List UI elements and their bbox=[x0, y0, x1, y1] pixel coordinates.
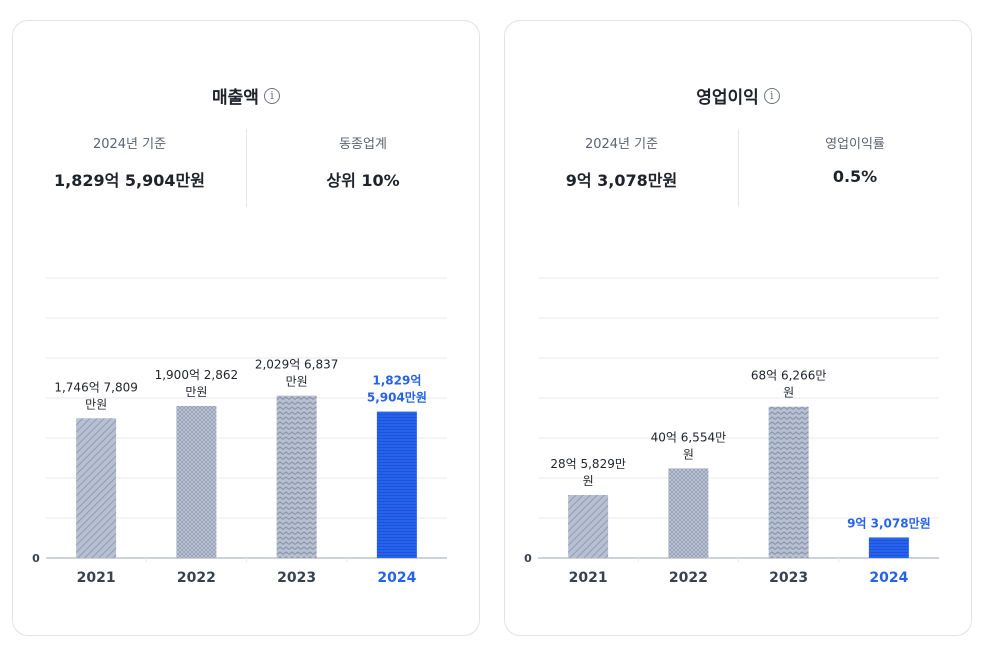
info-icon[interactable]: i bbox=[763, 87, 780, 104]
stat-value: 0.5% bbox=[832, 167, 878, 186]
profit-stat-base-year: 2024년 기준 9억 3,078만원 bbox=[505, 129, 738, 207]
bar-value-label: 원 bbox=[583, 474, 594, 488]
bar-2022[interactable] bbox=[668, 468, 709, 558]
bar-value-label: 9억 3,078만원 bbox=[847, 515, 931, 530]
bar-2021[interactable] bbox=[568, 494, 609, 558]
bar-value-label: 1,900억 2,862 bbox=[155, 368, 239, 382]
bar-value-label: 원 bbox=[783, 386, 794, 400]
revenue-stat-base-year: 2024년 기준 1,829억 5,904만원 bbox=[13, 129, 246, 207]
stat-value: 1,829억 5,904만원 bbox=[54, 171, 205, 190]
bar-value-label: 1,746억 7,809 bbox=[54, 380, 138, 394]
stat-value: 9억 3,078만원 bbox=[565, 171, 678, 190]
stat-label: 2024년 기준 bbox=[92, 137, 167, 152]
info-icon[interactable]: i bbox=[263, 87, 280, 104]
bar-value-label: 28억 5,829만 bbox=[550, 457, 626, 471]
x-tick-label: 2024 bbox=[377, 570, 416, 586]
revenue-bar-chart: 0 1,746억 7,809 만원 2021 1,900억 2,862 만원 2022 2,0… bbox=[32, 277, 447, 586]
x-tick-label: 2022 bbox=[177, 570, 216, 586]
x-tick-label: 2022 bbox=[669, 570, 708, 586]
stat-value: 상위 10% bbox=[326, 171, 400, 190]
bar-value-label: 만원 bbox=[185, 385, 207, 399]
x-tick-label: 2023 bbox=[769, 570, 808, 586]
bar-2024[interactable] bbox=[376, 411, 417, 558]
revenue-title: 매출액 i bbox=[13, 83, 479, 108]
y-zero-label: 0 bbox=[524, 552, 532, 565]
profit-stat-margin: 영업이익률 0.5% bbox=[738, 129, 971, 207]
bar-value-label: 1,829억 bbox=[372, 374, 421, 388]
x-tick-label: 2023 bbox=[277, 570, 316, 586]
bar-value-label: 원 bbox=[683, 447, 694, 461]
x-tick-label: 2021 bbox=[77, 570, 116, 586]
bar-2023[interactable] bbox=[768, 406, 809, 558]
bar-2022[interactable] bbox=[176, 405, 217, 558]
bar-value-label: 만원 bbox=[85, 397, 107, 411]
x-tick-label: 2021 bbox=[569, 570, 608, 586]
x-tick-label: 2024 bbox=[869, 570, 908, 586]
operating-profit-card: 영업이익 i 2024년 기준 9억 3,078만원 영업이익률 0.5% 0 2… bbox=[504, 20, 972, 636]
stat-label: 동종업계 bbox=[339, 137, 387, 152]
gridlines bbox=[538, 277, 939, 519]
revenue-card: 매출액 i 2024년 기준 1,829억 5,904만원 동종업계 상위 10… bbox=[12, 20, 480, 636]
operating-profit-title: 영업이익 i bbox=[505, 83, 971, 108]
y-zero-label: 0 bbox=[32, 552, 40, 565]
bar-value-label: 2,029억 6,837 bbox=[255, 358, 339, 372]
stat-label: 2024년 기준 bbox=[584, 137, 659, 152]
stat-label: 영업이익률 bbox=[825, 137, 885, 152]
bar-2024[interactable] bbox=[868, 537, 909, 558]
bar-2021[interactable] bbox=[76, 418, 117, 558]
bar-value-label: 만원 bbox=[286, 375, 308, 389]
bar-2023[interactable] bbox=[276, 395, 317, 558]
bar-value-label: 68억 6,266만 bbox=[751, 369, 827, 383]
revenue-title-text: 매출액 bbox=[212, 88, 259, 108]
revenue-stats: 2024년 기준 1,829억 5,904만원 동종업계 상위 10% bbox=[13, 129, 479, 207]
operating-profit-title-text: 영업이익 bbox=[696, 88, 759, 108]
bar-value-label: 40억 6,554만 bbox=[651, 430, 727, 444]
operating-profit-stats: 2024년 기준 9억 3,078만원 영업이익률 0.5% bbox=[505, 129, 971, 207]
revenue-stat-industry: 동종업계 상위 10% bbox=[246, 129, 479, 207]
bar-value-label: 5,904만원 bbox=[367, 390, 427, 405]
